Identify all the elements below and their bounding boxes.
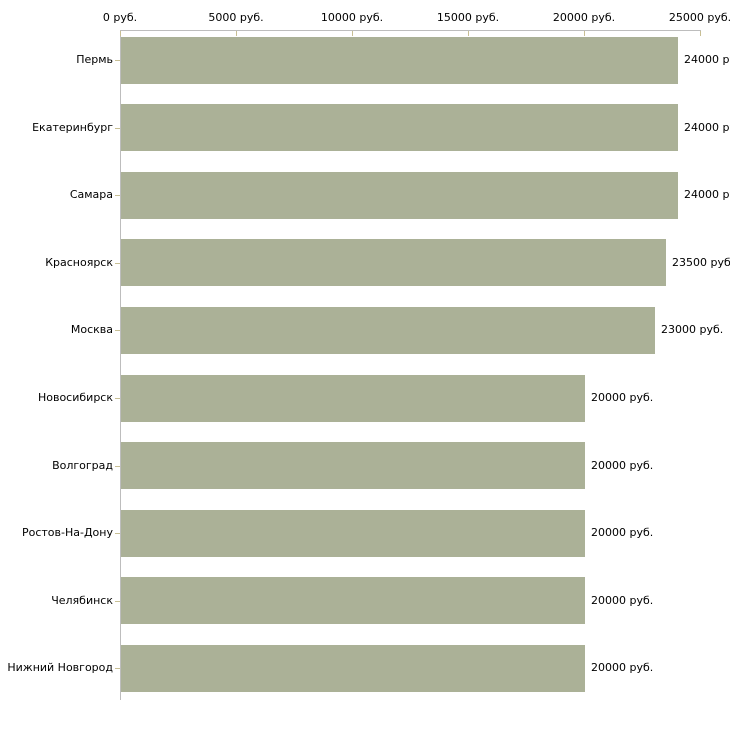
x-axis-tick-label: 25000 руб.: [668, 11, 730, 24]
x-axis-tick: [352, 31, 353, 36]
category-label: Красноярск: [45, 256, 113, 269]
category-label: Пермь: [76, 53, 113, 66]
x-axis-tick-label: 0 руб.: [102, 11, 138, 24]
value-label: 20000 руб.: [591, 459, 654, 472]
bar: [121, 442, 585, 489]
x-axis-tick: [120, 31, 121, 36]
x-axis-line: [120, 30, 701, 31]
bar: [121, 239, 666, 286]
bar: [121, 172, 678, 219]
category-tick: [115, 533, 120, 534]
value-label: 20000 руб.: [591, 526, 654, 539]
bar: [121, 510, 585, 557]
x-axis-tick-label: 5000 руб.: [208, 11, 264, 24]
value-label: 24000 руб.: [684, 121, 730, 134]
x-axis-tick: [584, 31, 585, 36]
bar: [121, 37, 678, 84]
category-tick: [115, 398, 120, 399]
category-tick: [115, 601, 120, 602]
category-tick: [115, 128, 120, 129]
x-axis-tick: [700, 31, 701, 36]
value-label: 24000 руб.: [684, 188, 730, 201]
bar: [121, 577, 585, 624]
value-label: 23500 руб.: [672, 256, 730, 269]
value-label: 20000 руб.: [591, 594, 654, 607]
value-label: 24000 руб.: [684, 53, 730, 66]
x-axis-tick: [468, 31, 469, 36]
category-tick: [115, 263, 120, 264]
x-axis-tick-label: 15000 руб.: [436, 11, 500, 24]
category-label: Ростов-На-Дону: [21, 526, 113, 539]
value-label: 20000 руб.: [591, 391, 654, 404]
category-label: Волгоград: [52, 459, 113, 472]
category-tick: [115, 466, 120, 467]
bar: [121, 104, 678, 151]
bar: [121, 307, 655, 354]
category-tick: [115, 330, 120, 331]
category-label: Екатеринбург: [32, 121, 113, 134]
category-tick: [115, 668, 120, 669]
category-label: Самара: [69, 188, 113, 201]
value-label: 23000 руб.: [661, 323, 724, 336]
x-axis-tick-label: 20000 руб.: [552, 11, 616, 24]
x-axis-tick-label: 10000 руб.: [320, 11, 384, 24]
bar: [121, 375, 585, 422]
value-label: 20000 руб.: [591, 661, 654, 674]
category-label: Новосибирск: [37, 391, 113, 404]
bar: [121, 645, 585, 692]
x-axis-tick: [236, 31, 237, 36]
category-label: Челябинск: [51, 594, 113, 607]
category-label: Москва: [70, 323, 113, 336]
category-label: Нижний Новгород: [7, 661, 113, 674]
y-axis-line: [120, 30, 121, 700]
category-tick: [115, 195, 120, 196]
category-tick: [115, 60, 120, 61]
